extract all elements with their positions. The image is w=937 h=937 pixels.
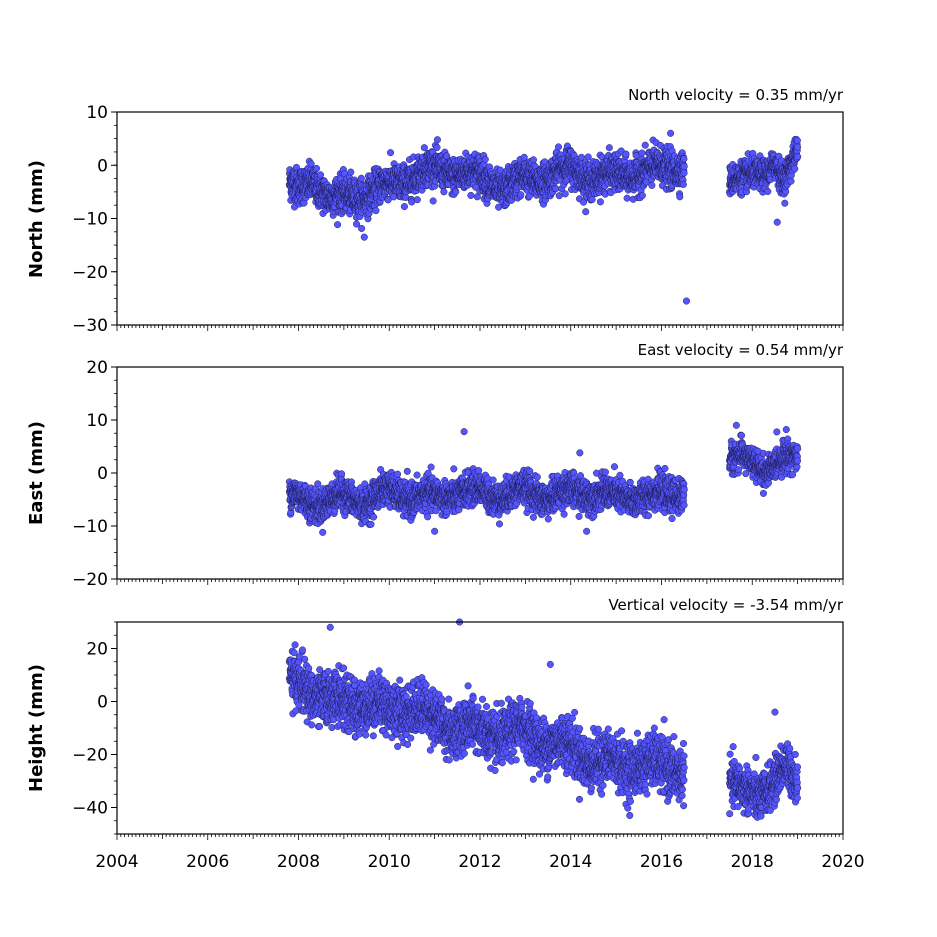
north-point [400, 203, 408, 211]
east-point [403, 467, 411, 475]
north-velocity-title: North velocity = 0.35 mm/yr [628, 86, 844, 104]
east-point [413, 471, 421, 479]
north-point [793, 143, 802, 151]
east-point [424, 513, 432, 521]
east-point [370, 513, 378, 521]
north-outlier-point [682, 297, 690, 305]
north-outlier-point [773, 218, 781, 226]
north-point [623, 194, 631, 202]
east-data-points [285, 421, 802, 536]
east-point [427, 463, 435, 471]
east-y-axis-label: East (mm) [26, 421, 47, 525]
north-point [764, 187, 772, 196]
north-panel: North velocity = 0.35 mm/yr North (mm) 1… [26, 86, 844, 336]
north-point [555, 192, 563, 200]
north-point [676, 193, 684, 201]
north-point [517, 191, 525, 199]
north-y-tick-label: −20 [72, 263, 108, 283]
north-point [561, 190, 569, 198]
north-point [372, 207, 380, 215]
north-point [440, 188, 448, 196]
east-point [394, 470, 402, 478]
east-velocity-title: East velocity = 0.54 mm/yr [638, 341, 844, 359]
north-point [413, 196, 421, 204]
north-data-points [285, 129, 802, 305]
north-y-tick-label: −30 [72, 316, 108, 336]
north-outlier-point [667, 129, 675, 137]
north-point [420, 144, 428, 152]
east-point [450, 465, 458, 473]
north-point [680, 163, 688, 171]
east-point [475, 467, 483, 475]
north-point [334, 221, 342, 229]
north-point [596, 198, 604, 206]
north-y-tick-label: −10 [72, 210, 108, 230]
north-point [316, 171, 325, 179]
north-point [584, 153, 592, 161]
north-point [307, 160, 315, 168]
north-point [794, 153, 802, 161]
north-point [582, 208, 590, 216]
north-point [386, 149, 395, 157]
east-point [319, 528, 327, 536]
north-point [357, 174, 365, 182]
north-point [680, 169, 688, 177]
north-point [554, 143, 562, 151]
north-point [433, 136, 441, 144]
north-point [781, 199, 789, 207]
east-point [338, 470, 346, 478]
north-y-tick-label: 0 [97, 156, 108, 176]
north-point [638, 191, 646, 200]
north-point [481, 155, 489, 163]
east-point [367, 520, 375, 528]
north-point [791, 165, 799, 173]
north-point [679, 180, 687, 188]
north-point [467, 191, 475, 199]
east-panel: East velocity = 0.54 mm/yr East (mm) 201… [26, 341, 844, 590]
north-point [793, 137, 801, 145]
north-point [312, 164, 321, 172]
north-outlier-point [360, 233, 368, 241]
north-y-axis-label: North (mm) [26, 160, 47, 278]
north-axes: 10 0 −10 −20 −30 [72, 103, 844, 336]
east-point [442, 507, 451, 515]
north-y-tick-label: 10 [86, 103, 108, 123]
north-point [452, 188, 460, 196]
north-plot-frame [116, 111, 844, 326]
north-point [680, 155, 688, 163]
north-point [638, 149, 646, 157]
north-point [588, 195, 596, 204]
north-point [605, 144, 613, 152]
north-point [433, 143, 441, 151]
east-point [455, 506, 463, 514]
north-point [641, 141, 649, 149]
north-point [358, 224, 366, 232]
north-point [648, 181, 656, 189]
north-point [429, 197, 437, 205]
east-point [314, 480, 322, 488]
north-point [347, 168, 355, 176]
north-point [622, 150, 630, 158]
